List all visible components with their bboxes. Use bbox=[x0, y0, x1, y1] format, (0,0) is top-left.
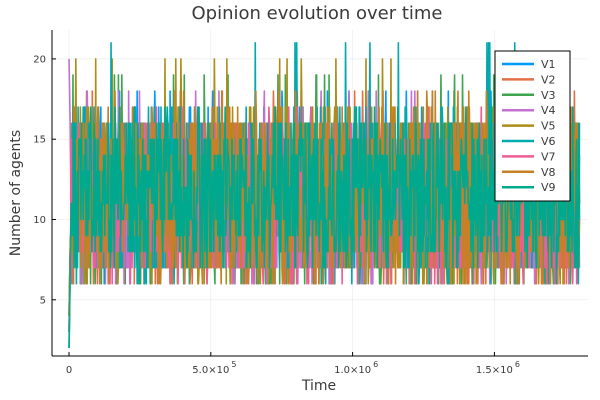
x-tick-label: 5.0×10 bbox=[192, 365, 229, 376]
y-tick-label: 20 bbox=[33, 54, 46, 65]
legend-label-v5: V5 bbox=[541, 120, 556, 133]
x-tick-label: 1.0×10 bbox=[334, 365, 371, 376]
y-tick-label: 15 bbox=[33, 135, 46, 146]
series-line-v9 bbox=[68, 106, 581, 348]
y-tick-label: 5 bbox=[40, 295, 46, 306]
x-tick-exponent: 6 bbox=[515, 360, 520, 369]
x-tick-label: 0 bbox=[66, 365, 72, 376]
legend-label-v9: V9 bbox=[541, 181, 556, 194]
legend-label-v4: V4 bbox=[541, 104, 556, 117]
y-tick-label: 10 bbox=[33, 215, 46, 226]
x-axis-label: Time bbox=[301, 378, 336, 394]
y-axis-label: Number of agents bbox=[8, 130, 24, 256]
series-layer bbox=[68, 42, 581, 348]
legend-label-v8: V8 bbox=[541, 166, 556, 179]
chart-title: Opinion evolution over time bbox=[191, 3, 442, 24]
x-tick-label: 1.5×10 bbox=[476, 365, 513, 376]
x-tick-exponent: 5 bbox=[231, 360, 236, 369]
legend-label-v6: V6 bbox=[541, 135, 556, 148]
legend-label-v1: V1 bbox=[541, 58, 556, 71]
legend-label-v3: V3 bbox=[541, 89, 556, 102]
legend-label-v2: V2 bbox=[541, 73, 556, 86]
x-tick-exponent: 6 bbox=[373, 360, 378, 369]
legend: V1 V2 V3 V4 V5 V6 V7 V8 V9 bbox=[494, 50, 571, 202]
legend-label-v7: V7 bbox=[541, 150, 556, 163]
